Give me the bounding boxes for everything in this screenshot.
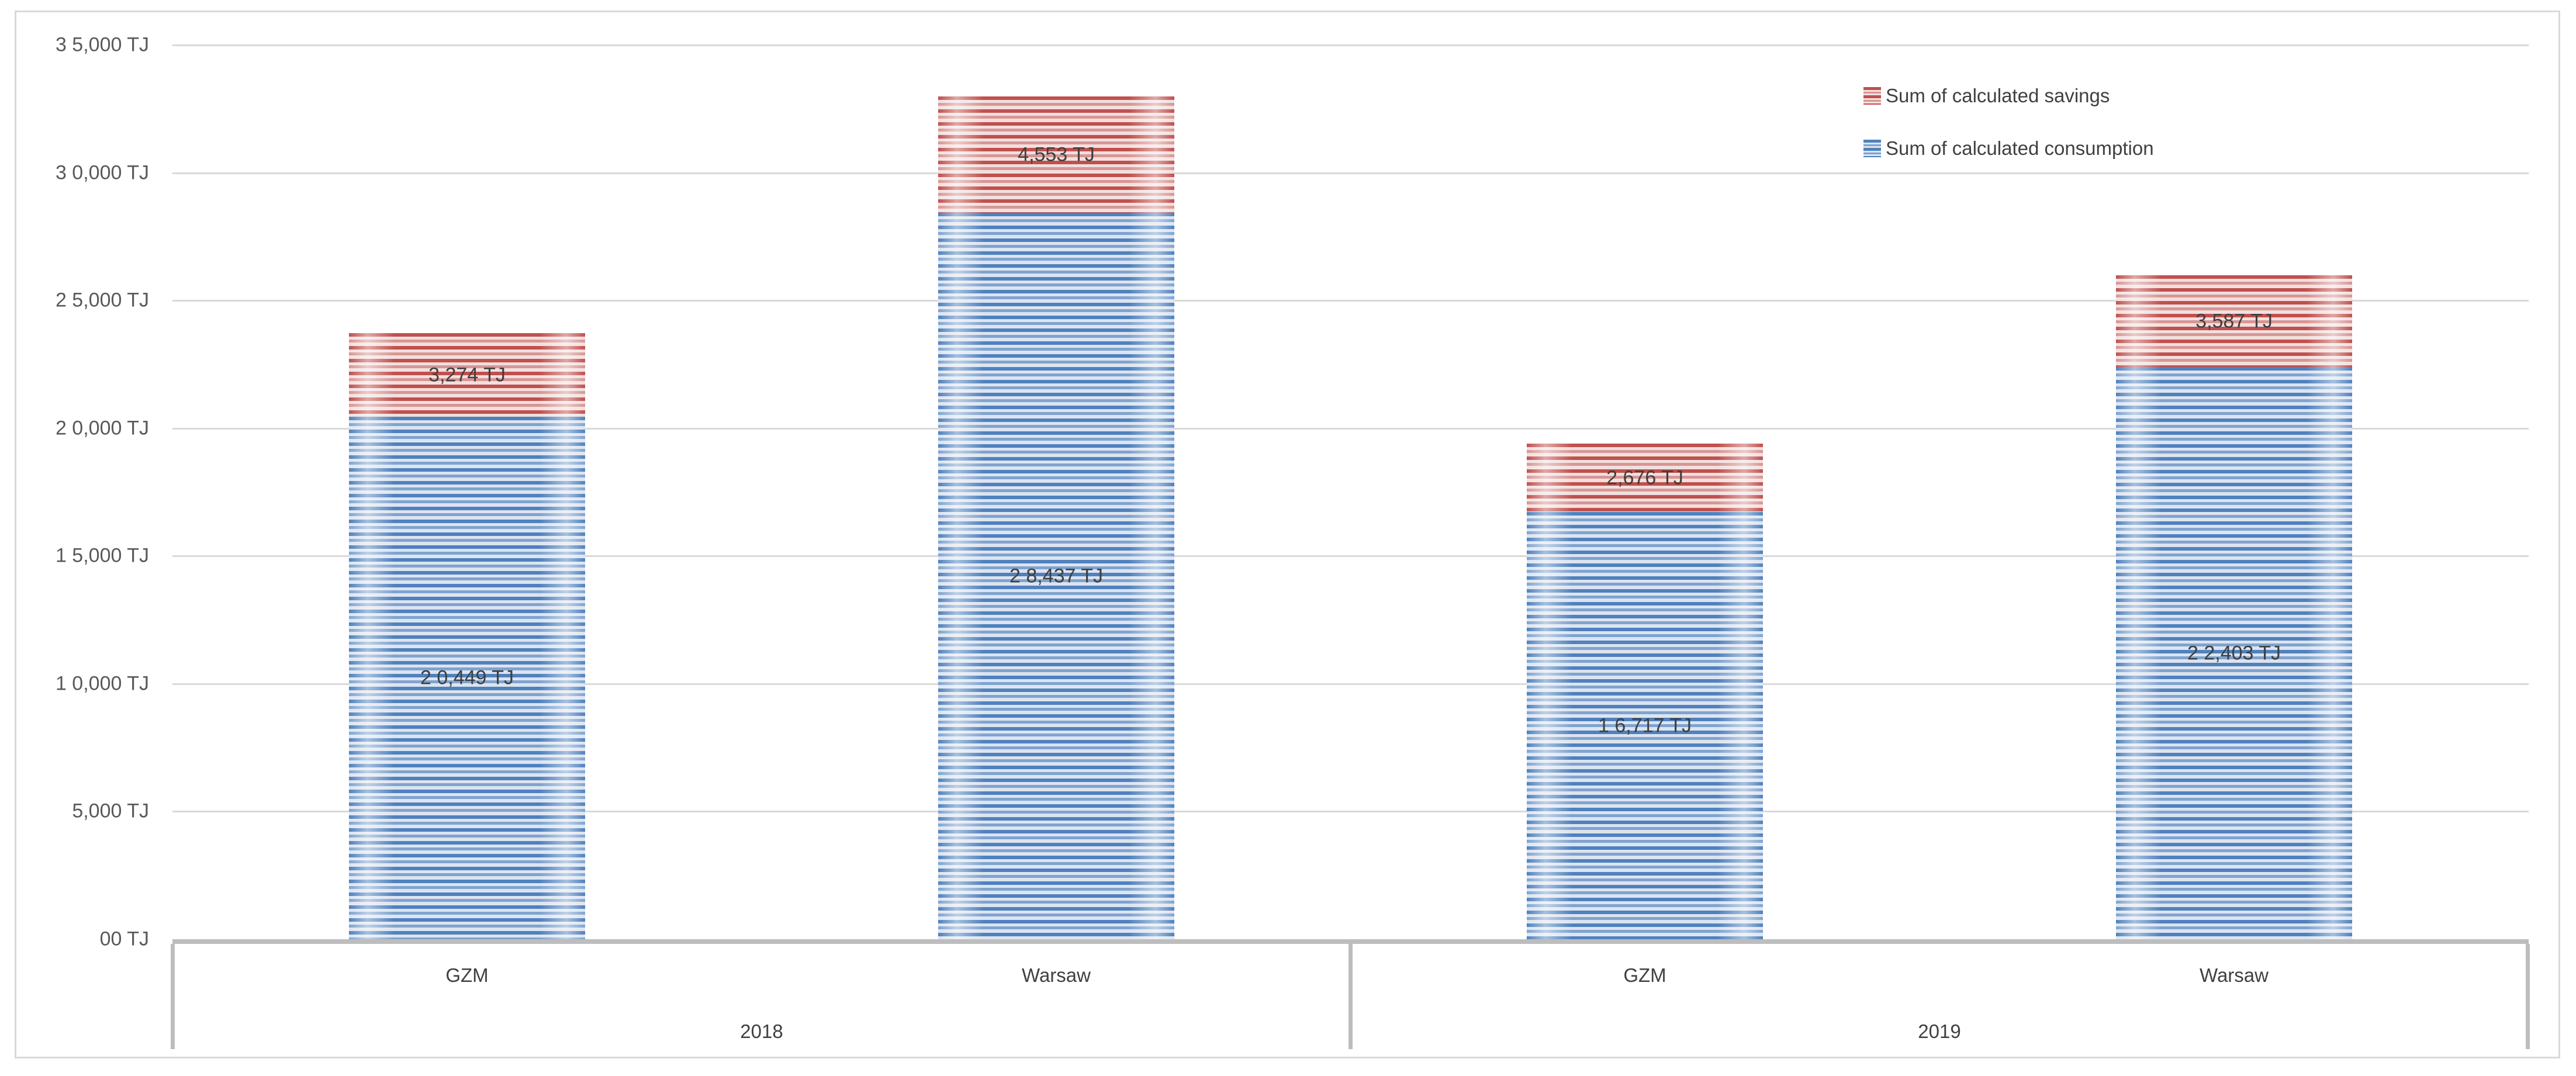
bar-segment-consumption-sheen (938, 213, 1174, 939)
y-axis-tick-label: 3 5,000 TJ (55, 33, 149, 56)
bar-segment-consumption-sheen (349, 417, 585, 939)
gridline (172, 811, 2529, 812)
x-axis-category-label: Warsaw (1022, 964, 1091, 986)
y-axis-tick-label: 5,000 TJ (72, 800, 149, 822)
gridline (172, 172, 2529, 174)
bar-segment-consumption: 1 6,717 TJ (1527, 512, 1763, 939)
bar-segment-savings: 3,587 TJ (2116, 275, 2352, 367)
bar-segment-savings-sheen (2116, 275, 2352, 367)
bar-segment-consumption-sheen (2116, 367, 2352, 939)
legend-item-label: Sum of calculated savings (1886, 85, 2110, 106)
bar-segment-consumption: 2 0,449 TJ (349, 417, 585, 939)
bar-stack: 3,274 TJ 2 0,449 TJ (349, 333, 585, 939)
bar-segment-consumption: 2 2,403 TJ (2116, 367, 2352, 939)
data-label: 1 6,717 TJ (1598, 714, 1692, 736)
x-axis-category-label: GZM (1623, 964, 1666, 986)
data-label: 2 0,449 TJ (420, 666, 514, 689)
bar-segment-savings: 4,553 TJ (938, 96, 1174, 213)
y-axis-tick-label: 3 0,000 TJ (55, 161, 149, 184)
data-label: 2 2,403 TJ (2187, 642, 2281, 664)
gridline (172, 555, 2529, 557)
data-label: 2,676 TJ (1606, 466, 1683, 489)
y-axis-tick-label: 1 5,000 TJ (55, 544, 149, 567)
gridline (172, 300, 2529, 302)
gridline (172, 428, 2529, 430)
legend-swatch (1863, 87, 1881, 105)
y-axis-tick-label: 1 0,000 TJ (55, 672, 149, 695)
data-label: 3,587 TJ (2195, 310, 2273, 332)
x-axis-category-label: Warsaw (2200, 964, 2269, 986)
axis-group-divider (2526, 944, 2530, 1049)
x-axis-year-label: 2019 (1918, 1020, 1961, 1042)
axis-group-divider (171, 944, 175, 1049)
x-axis-year-label: 2018 (740, 1020, 783, 1042)
x-axis-line (172, 939, 2529, 944)
data-label: 3,274 TJ (428, 364, 506, 386)
axis-group-divider (1348, 944, 1353, 1049)
bar-stack: 4,553 TJ 2 8,437 TJ (938, 96, 1174, 939)
gridline (172, 683, 2529, 685)
bar-segment-savings-sheen (938, 96, 1174, 213)
bar-segment-savings: 3,274 TJ (349, 333, 585, 417)
legend-item-label: Sum of calculated consumption (1886, 137, 2154, 159)
bar-segment-savings: 2,676 TJ (1527, 444, 1763, 512)
data-label: 2 8,437 TJ (1009, 565, 1104, 587)
bar-segment-consumption: 2 8,437 TJ (938, 213, 1174, 939)
legend-swatch (1863, 140, 1881, 157)
bar-stack: 2,676 TJ 1 6,717 TJ (1527, 444, 1763, 939)
y-axis-tick-label: 2 0,000 TJ (55, 417, 149, 440)
y-axis-tick-label: 00 TJ (99, 928, 149, 950)
gridline (172, 44, 2529, 46)
legend-item: Sum of calculated savings (1863, 85, 2214, 106)
legend-item: Sum of calculated consumption (1863, 139, 2214, 158)
bar-segment-savings-sheen (1527, 444, 1763, 512)
bar-segment-consumption-sheen (1527, 512, 1763, 939)
bar-segment-savings-sheen (349, 333, 585, 417)
x-axis-category-label: GZM (445, 964, 489, 986)
bar-stack: 3,587 TJ 2 2,403 TJ (2116, 275, 2352, 939)
data-label: 4,553 TJ (1018, 143, 1095, 165)
y-axis-tick-label: 2 5,000 TJ (55, 289, 149, 312)
